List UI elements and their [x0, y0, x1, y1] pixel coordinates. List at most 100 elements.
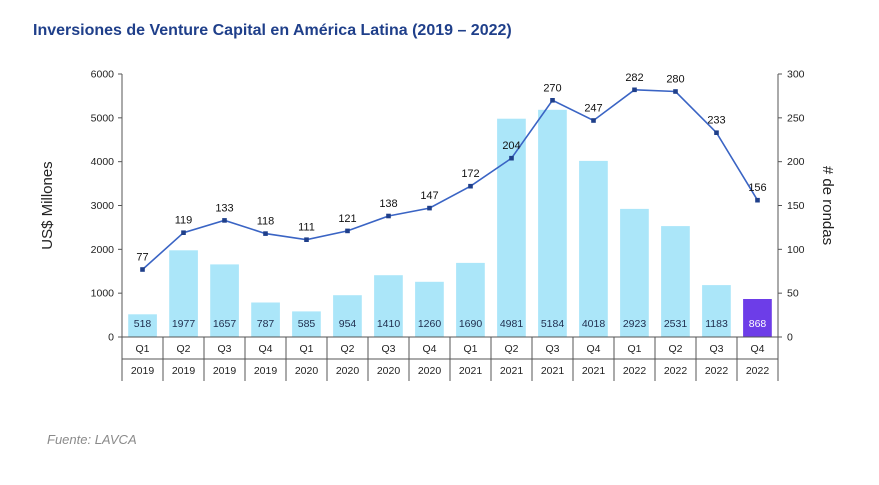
line-data-label: 156 [748, 182, 766, 194]
bar-data-label: 585 [298, 318, 316, 330]
x-tick-label-quarter: Q3 [381, 343, 395, 355]
line-point [632, 87, 637, 93]
line-point [468, 183, 473, 189]
y2-tick-label: 0 [787, 332, 793, 344]
line-point [591, 118, 596, 123]
bar-data-label: 1410 [377, 318, 401, 330]
bar-data-label: 787 [257, 318, 275, 330]
bar-data-label: 2923 [623, 318, 647, 330]
y-tick-label: 6000 [91, 69, 115, 81]
bar [415, 281, 444, 337]
line-data-label: 133 [215, 202, 233, 214]
x-tick-label-year: 2021 [582, 365, 606, 377]
line-data-label: 147 [420, 190, 438, 202]
bar-data-label: 1690 [459, 318, 483, 330]
x-tick-label-quarter: Q3 [217, 343, 231, 355]
bar [128, 314, 157, 337]
x-tick-label-quarter: Q1 [627, 343, 641, 355]
bar-data-label: 1183 [705, 318, 728, 330]
x-tick-label-quarter: Q2 [504, 343, 518, 355]
line-data-label: 138 [379, 198, 397, 210]
y-tick-label: 3000 [91, 200, 115, 212]
x-tick-label-quarter: Q4 [586, 343, 600, 355]
x-tick-label-year: 2022 [746, 365, 770, 377]
y2-tick-label: 150 [787, 200, 805, 212]
y2-tick-label: 250 [787, 112, 805, 124]
bar [661, 226, 690, 337]
bar-data-label: 1260 [418, 318, 442, 330]
x-tick-label-year: 2021 [541, 365, 565, 377]
labels-layer: 518 1977 1657 787 585 954 1410 1260 1690 4981 5184… [134, 72, 767, 330]
line-data-label: 172 [461, 168, 479, 180]
x-tick-label-year: 2020 [418, 365, 442, 377]
y-tick-label: 1000 [91, 288, 115, 300]
y2-tick-label: 300 [787, 69, 805, 81]
bar [374, 275, 403, 337]
x-tick-label-year: 2020 [377, 365, 401, 377]
line-point [714, 130, 719, 135]
x-tick-label-quarter: Q2 [176, 343, 190, 355]
line-data-label: 247 [584, 102, 602, 114]
y2-tick-label: 200 [787, 156, 805, 168]
bar [743, 299, 772, 337]
x-tick-label-year: 2019 [254, 365, 278, 377]
y-tick-label: 0 [108, 332, 114, 344]
chart-title: Inversiones de Venture Capital en Améric… [33, 22, 512, 39]
x-tick-label-year: 2020 [336, 365, 360, 377]
line-point [140, 267, 145, 272]
x-tick-label-quarter: Q4 [258, 343, 272, 355]
x-tick-label-year: 2019 [172, 365, 196, 377]
line-data-label: 77 [136, 251, 148, 263]
line-point [345, 228, 350, 234]
x-tick-label-quarter: Q4 [422, 343, 436, 355]
line-data-label: 282 [625, 72, 643, 84]
bar-data-label: 868 [749, 318, 767, 330]
line-point [386, 213, 391, 219]
line-point [755, 197, 760, 203]
x-tick-label-year: 2019 [131, 365, 155, 377]
line-point [427, 205, 432, 211]
y-tick-label: 4000 [91, 156, 115, 168]
bar-data-label: 1657 [213, 318, 237, 330]
line-data-label: 233 [707, 115, 725, 127]
x-tick-label-quarter: Q1 [135, 343, 149, 355]
bar [702, 285, 731, 337]
x-tick-label-year: 2022 [664, 365, 688, 377]
line-data-label: 280 [666, 74, 684, 86]
bar-data-label: 5184 [541, 318, 565, 330]
x-tick-label-quarter: Q4 [750, 343, 764, 355]
bar [251, 302, 280, 337]
line-point [673, 89, 678, 94]
bar [292, 311, 321, 337]
bar [169, 250, 198, 337]
line-point [509, 155, 514, 161]
x-tick-label-quarter: Q1 [463, 343, 477, 355]
line-data-label: 121 [338, 213, 356, 225]
x-tick-label-year: 2020 [295, 365, 319, 377]
bar [497, 118, 526, 337]
bar-data-label: 518 [134, 318, 152, 330]
line-point [263, 231, 268, 236]
line-data-label: 204 [502, 140, 520, 152]
y-tick-label: 2000 [91, 244, 115, 256]
line-data-label: 119 [175, 215, 193, 227]
line-data-label: 270 [543, 82, 561, 94]
bar [538, 109, 567, 337]
y2-axis-title: # de rondas [819, 166, 836, 245]
line-point [181, 230, 186, 235]
bar [333, 295, 362, 337]
line-point [222, 218, 227, 223]
line-data-label: 118 [257, 216, 275, 228]
x-tick-label-quarter: Q2 [340, 343, 354, 355]
line-data-label: 111 [298, 222, 315, 234]
line-point [304, 237, 309, 242]
x-tick-label-quarter: Q3 [545, 343, 559, 355]
bar-data-label: 954 [339, 318, 357, 330]
y-tick-label: 5000 [91, 112, 115, 124]
bar-data-label: 2531 [664, 318, 688, 330]
line-series [141, 88, 759, 271]
bar [456, 262, 485, 337]
y2-tick-label: 100 [787, 244, 805, 256]
source-note: Fuente: LAVCA [47, 432, 137, 447]
